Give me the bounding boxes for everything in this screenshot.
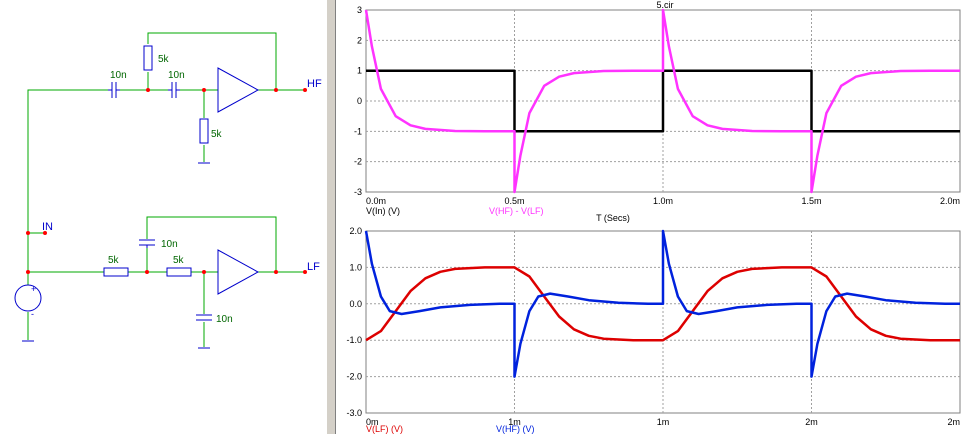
y-tick-label: -2 [354,157,362,167]
lf-c-top-label: 10n [161,239,178,250]
plot-title: 5.cir [656,0,673,10]
y-tick-label: 0 [357,96,362,106]
lf-resistor-2[interactable] [166,267,192,277]
hf-c1-label: 10n [110,70,127,81]
y-tick-label: 0.0 [349,299,362,309]
y-tick-label: -3.0 [346,408,362,418]
node-dot [274,88,278,92]
x-tick-label: 0.5m [504,196,524,206]
lf-components [14,239,260,349]
node-dot [274,270,278,274]
lf-c-bottom-label: 10n [216,314,233,325]
lf-node-label: LF [307,261,320,273]
node-dot [202,88,206,92]
hf-components [108,45,260,164]
hf-node-label: HF [307,78,322,90]
node-dot [146,88,150,92]
series-line[interactable] [364,8,960,194]
x-tick-label: 1.0m [653,196,673,206]
y-tick-label: -3 [354,187,362,197]
voltage-source-icon[interactable] [14,284,42,312]
lf-wires [27,216,305,347]
hf-c2-label: 10n [168,70,185,81]
x-tick-label: 2m [947,417,960,427]
node-dot [303,270,307,274]
lf-r2-label: 5k [173,255,185,266]
x-tick-label: 1m [657,417,670,427]
y-tick-label: 2.0 [349,226,362,236]
legend-entry: V(In) (V) [366,206,400,216]
series-line[interactable] [364,229,960,378]
y-tick-label: 1.0 [349,262,362,272]
series-line[interactable] [366,69,960,133]
source-minus-label: - [31,309,34,319]
x-tick-label: 0m [366,417,379,427]
hf-resistor-top[interactable] [143,45,153,71]
y-tick-label: 2 [357,35,362,45]
hf-r-top-label: 5k [158,54,170,65]
hf-opamp[interactable] [217,67,260,113]
y-tick-label: 3 [357,5,362,15]
x-tick-label: 2m [805,417,818,427]
lf-opamp[interactable] [217,249,260,295]
x-axis-label: T (Secs) [596,213,630,223]
y-tick-label: 1 [357,66,362,76]
schematic-nodes [26,88,307,274]
in-node-label: IN [42,221,53,233]
series-line[interactable] [365,266,960,342]
schematic-labels: 10n 10n 5k 5k HF IN 5k 5k 10n 10n LF + - [31,54,322,325]
plot-canvas[interactable]: 5.cir 0.0m 0.5m 1.0m 1.5m 2.0m 3 2 1 0 -1 -2 -3 V(In… [336,0,965,434]
x-tick-label: 0.0m [366,196,386,206]
plot-panel[interactable]: 5.cir 0.0m 0.5m 1.0m 1.5m 2.0m 3 2 1 0 -1 -2 -3 V(In… [336,0,965,434]
splitter-handle[interactable] [326,0,336,434]
lf-resistor-1[interactable] [103,267,129,277]
x-tick-label: 2.0m [940,196,960,206]
schematic-canvas[interactable]: 10n 10n 5k 5k HF IN 5k 5k 10n 10n LF + - [0,0,326,434]
legend-entry: V(HF) (V) [496,424,535,434]
y-tick-label: -1 [354,126,362,136]
node-dot [26,270,30,274]
y-tick-label: -1.0 [346,335,362,345]
hf-r-bottom-label: 5k [211,129,223,140]
node-dot [26,231,30,235]
node-dot [43,231,47,235]
legend-entry: V(HF) - V(LF) [489,206,544,216]
x-tick-label: 1m [508,417,521,427]
node-dot [202,270,206,274]
node-dot [303,88,307,92]
source-plus-label: + [31,284,36,294]
legend-entry: V(LF) (V) [366,424,403,434]
hf-wires [27,32,305,233]
schematic-panel[interactable]: 10n 10n 5k 5k HF IN 5k 5k 10n 10n LF + - [0,0,326,434]
x-tick-label: 1.5m [801,196,821,206]
hf-resistor-bottom[interactable] [199,118,209,144]
y-tick-label: -2.0 [346,372,362,382]
node-dot [145,270,149,274]
upper-chart[interactable]: 0.0m 0.5m 1.0m 1.5m 2.0m 3 2 1 0 -1 -2 -3 V(In) (V) V… [354,5,961,223]
lf-r1-label: 5k [108,255,120,266]
lower-chart[interactable]: 0m 1m 1m 2m 2m 2.0 1.0 0.0 -1.0 -2.0 -3.0 V(LF) (V)… [346,226,961,434]
